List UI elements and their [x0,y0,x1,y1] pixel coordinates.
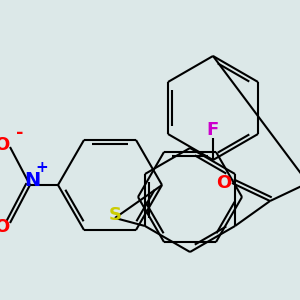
Text: S: S [109,206,122,224]
Text: O: O [0,218,10,236]
Text: F: F [207,121,219,139]
Text: O: O [216,174,232,192]
Text: -: - [16,124,24,142]
Text: O: O [0,136,10,154]
Text: +: + [36,160,48,175]
Text: N: N [24,172,40,190]
